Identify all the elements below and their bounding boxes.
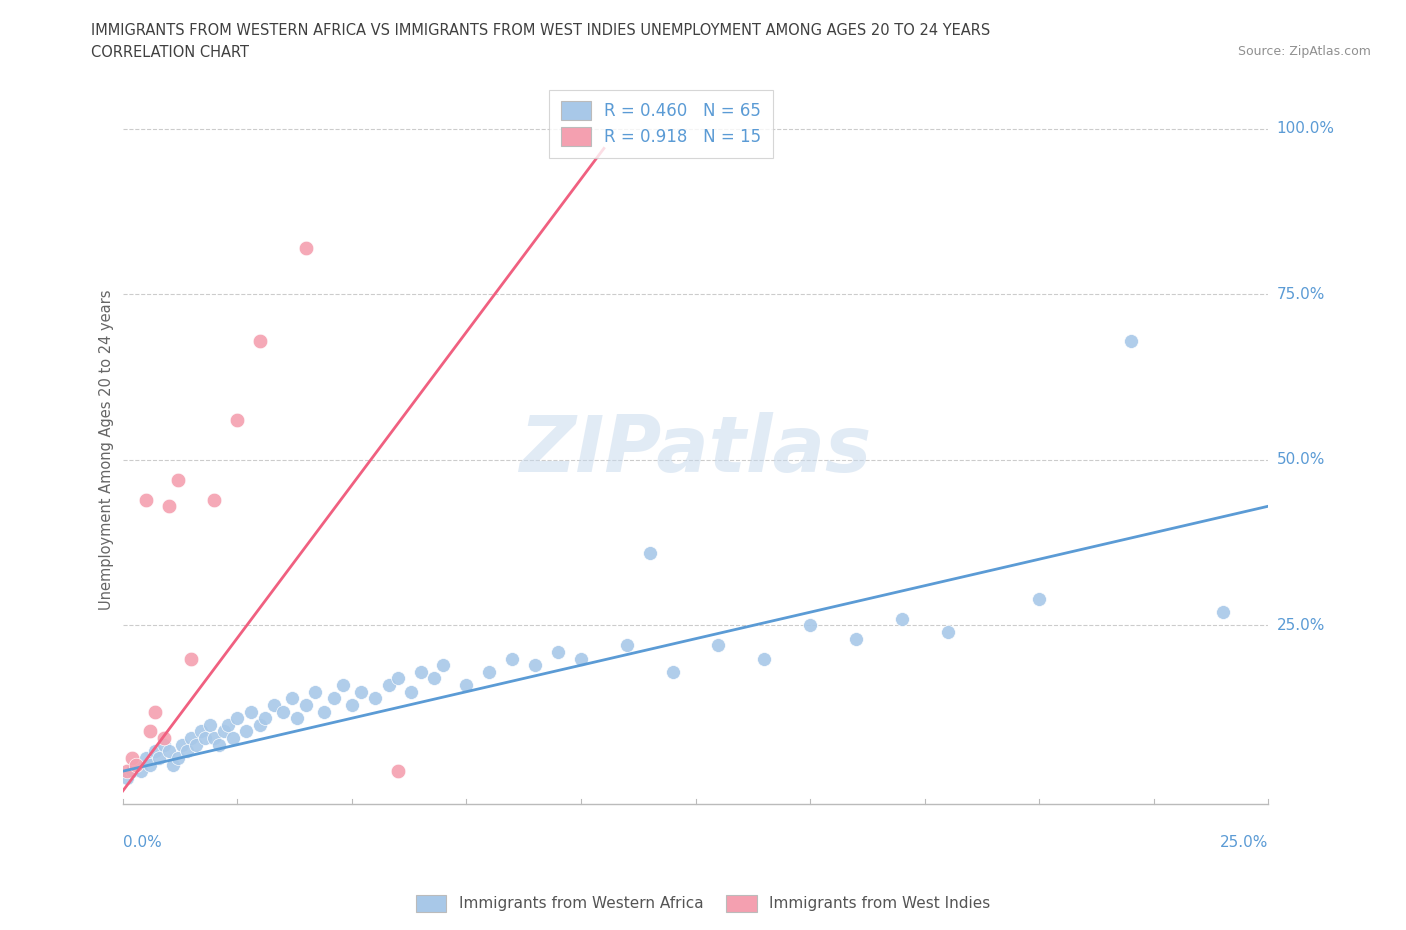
Point [240, 704, 263, 719]
Point [409, 664, 432, 679]
Point [153, 737, 176, 752]
Point [569, 651, 592, 666]
Point [202, 731, 225, 746]
Point [139, 724, 162, 739]
Point [432, 658, 454, 672]
Point [180, 731, 202, 746]
Point [263, 698, 285, 712]
Point [117, 770, 139, 785]
Point [221, 731, 243, 746]
Point [1212, 604, 1234, 619]
Point [1119, 333, 1142, 348]
Point [117, 764, 139, 778]
Point [456, 678, 478, 693]
Point [208, 737, 231, 752]
Point [845, 631, 868, 646]
Point [202, 492, 225, 507]
Point [350, 684, 373, 699]
Text: 50.0%: 50.0% [1277, 452, 1324, 467]
Point [129, 764, 152, 778]
Point [547, 644, 569, 659]
Point [936, 625, 959, 640]
Point [387, 764, 409, 778]
Point [364, 691, 387, 706]
Point [176, 744, 198, 759]
Point [501, 651, 523, 666]
Point [226, 711, 249, 725]
Text: 100.0%: 100.0% [1277, 121, 1334, 136]
Text: 25.0%: 25.0% [1277, 618, 1324, 633]
Point [249, 717, 271, 732]
Point [153, 731, 176, 746]
Point [524, 658, 547, 672]
Point [707, 638, 730, 653]
Legend: Immigrants from Western Africa, Immigrants from West Indies: Immigrants from Western Africa, Immigran… [409, 889, 997, 918]
Legend: R = 0.460   N = 65, R = 0.918   N = 15: R = 0.460 N = 65, R = 0.918 N = 15 [550, 89, 773, 158]
Point [217, 717, 239, 732]
Point [340, 698, 363, 712]
Point [249, 333, 271, 348]
Y-axis label: Unemployment Among Ages 20 to 24 years: Unemployment Among Ages 20 to 24 years [100, 289, 114, 610]
Point [423, 671, 446, 686]
Point [121, 751, 143, 765]
Point [166, 751, 188, 765]
Point [143, 744, 166, 759]
Point [332, 678, 354, 693]
Point [616, 638, 638, 653]
Text: CORRELATION CHART: CORRELATION CHART [91, 45, 249, 60]
Point [143, 704, 166, 719]
Point [295, 240, 318, 255]
Point [295, 698, 318, 712]
Point [271, 704, 294, 719]
Point [157, 498, 180, 513]
Point [890, 611, 912, 626]
Point [285, 711, 308, 725]
Point [322, 691, 344, 706]
Point [190, 724, 212, 739]
Point [754, 651, 776, 666]
Point [180, 651, 202, 666]
Point [194, 731, 217, 746]
Point [135, 751, 157, 765]
Point [661, 664, 683, 679]
Point [638, 545, 661, 560]
Point [198, 717, 221, 732]
Point [121, 764, 143, 778]
Point [235, 724, 257, 739]
Point [184, 737, 207, 752]
Point [1028, 591, 1050, 606]
Point [148, 751, 170, 765]
Point [157, 744, 180, 759]
Text: 25.0%: 25.0% [1220, 835, 1268, 850]
Point [162, 757, 184, 772]
Text: ZIPatlas: ZIPatlas [519, 412, 872, 488]
Point [401, 684, 423, 699]
Point [226, 413, 249, 428]
Text: 75.0%: 75.0% [1277, 286, 1324, 301]
Point [314, 704, 336, 719]
Text: 0.0%: 0.0% [122, 835, 162, 850]
Point [139, 757, 162, 772]
Point [125, 757, 148, 772]
Point [125, 757, 148, 772]
Point [799, 618, 821, 633]
Point [387, 671, 409, 686]
Point [377, 678, 399, 693]
Point [281, 691, 304, 706]
Point [166, 472, 188, 487]
Point [478, 664, 501, 679]
Point [212, 724, 235, 739]
Point [304, 684, 326, 699]
Point [172, 737, 194, 752]
Point [135, 492, 157, 507]
Point [253, 711, 276, 725]
Text: IMMIGRANTS FROM WESTERN AFRICA VS IMMIGRANTS FROM WEST INDIES UNEMPLOYMENT AMONG: IMMIGRANTS FROM WESTERN AFRICA VS IMMIGR… [91, 23, 991, 38]
Text: Source: ZipAtlas.com: Source: ZipAtlas.com [1237, 45, 1371, 58]
